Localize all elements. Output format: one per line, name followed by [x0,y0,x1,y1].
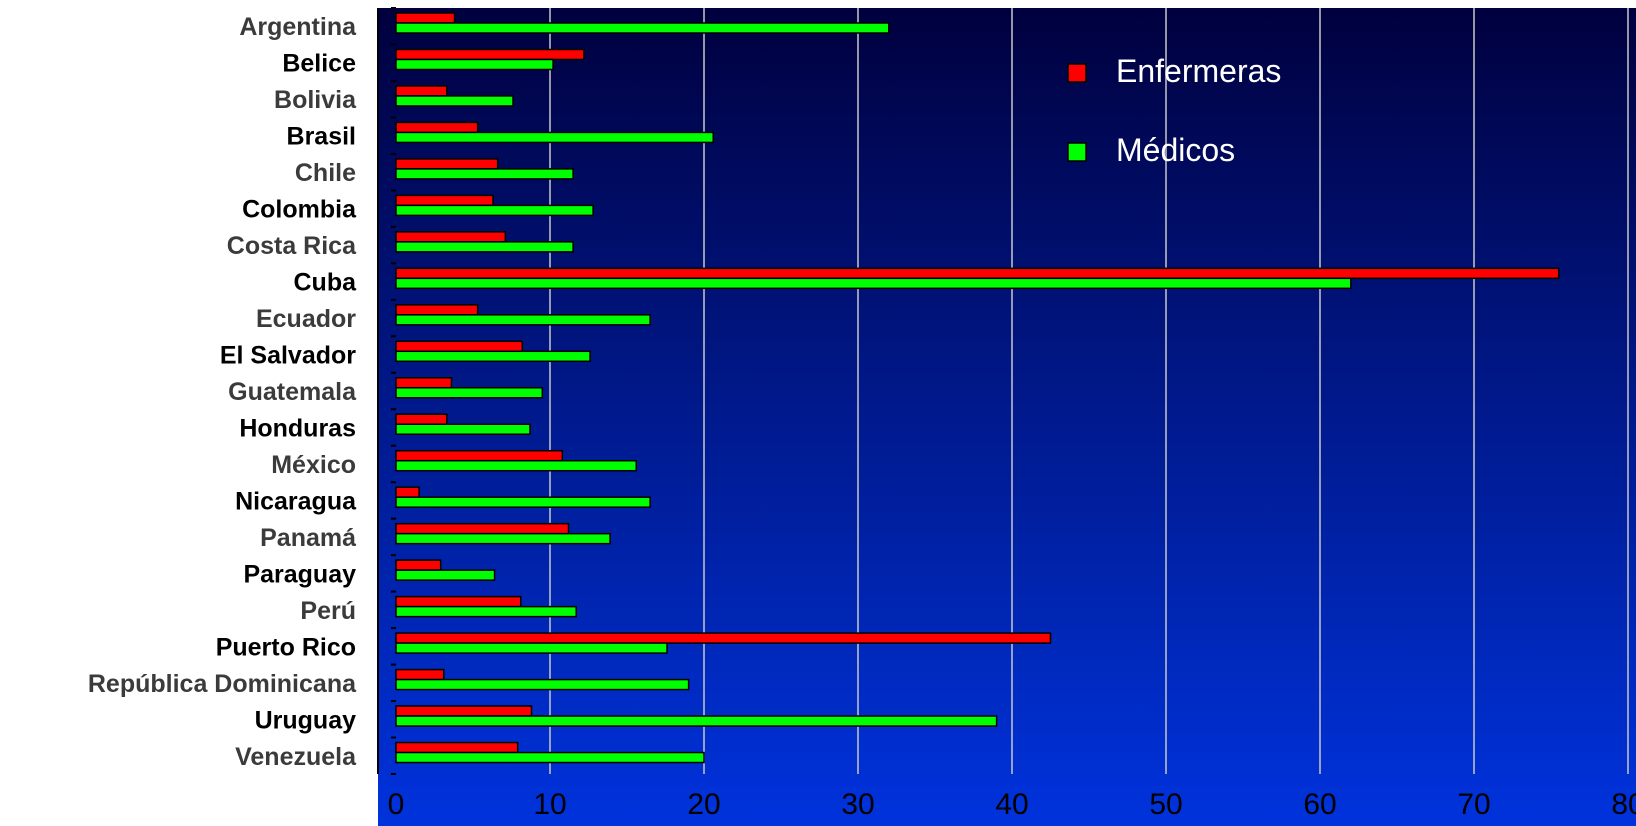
bar-enfermeras [395,522,570,535]
category-label: Costa Rica [227,232,357,260]
x-tick-label: 50 [1149,788,1182,821]
category-label: Panamá [260,524,356,552]
category-labels: Argentina Belice Bolivia Brasil Chile Colombi… [88,13,357,771]
bar-medicos [395,314,651,326]
bar-medicos [395,751,705,764]
bar-enfermeras [395,231,507,243]
x-tick-label: 80 [1611,788,1636,821]
bar-medicos [395,678,690,691]
bar-medicos [395,423,531,435]
bar-enfermeras [395,194,494,207]
category-label: República Dominicana [88,670,357,698]
bar-medicos [395,459,637,472]
category-label: Chile [295,159,356,187]
category-label: Belice [282,50,356,78]
bar-enfermeras [395,377,453,389]
category-label: Puerto Rico [216,633,356,661]
bar-medicos [395,715,998,727]
category-label: Brasil [287,123,356,151]
bar-enfermeras [395,741,519,754]
x-tick-label: 20 [687,788,720,821]
bar-medicos [395,605,577,618]
category-label: Paraguay [243,560,356,588]
x-tick-label: 30 [841,788,874,821]
bar-medicos [395,204,594,217]
x-tick-label: 0 [388,788,405,821]
legend-swatch-enfermeras [1067,63,1087,83]
x-tick-labels: 0 10 20 30 40 50 60 70 80 [388,788,1636,821]
bar-medicos [395,387,544,399]
bar-medicos [395,241,574,253]
category-label: Argentina [239,13,357,41]
category-label: Perú [300,597,356,625]
y-axis-ticks [391,7,396,775]
x-tick-label: 40 [995,788,1028,821]
category-label: Bolivia [274,86,357,114]
bar-medicos [395,569,496,581]
bars [395,12,1560,764]
legend-label-medicos: Médicos [1116,132,1235,168]
category-label: México [271,451,356,479]
category-label: Uruguay [255,706,357,734]
bar-enfermeras [395,12,456,24]
category-label: Colombia [242,196,357,224]
category-label: Venezuela [235,743,357,771]
bar-medicos [395,496,651,508]
category-label: El Salvador [220,342,356,370]
bar-enfermeras [395,668,445,681]
bar-enfermeras [395,121,479,134]
bar-enfermeras [395,559,442,571]
plot-background [378,8,1636,826]
x-tick-label: 70 [1457,788,1490,821]
bar-enfermeras [395,449,564,462]
bar-medicos [395,22,890,34]
bar-enfermeras [395,304,479,316]
category-label: Ecuador [256,305,356,333]
bar-enfermeras [395,158,499,170]
bar-enfermeras [395,486,420,498]
bar-enfermeras [395,340,524,353]
category-label: Guatemala [228,378,357,406]
bar-enfermeras [395,85,448,97]
bar-enfermeras [395,413,448,425]
category-label: Nicaragua [235,487,357,515]
bar-enfermeras [395,705,533,717]
bar-enfermeras [395,632,1052,644]
legend-swatch-medicos [1067,142,1087,162]
bar-medicos [395,58,554,71]
bar-medicos [395,131,714,144]
x-tick-label: 10 [533,788,566,821]
legend-label-enfermeras: Enfermeras [1116,53,1281,89]
bar-medicos [395,350,591,363]
category-label: Cuba [294,269,358,297]
bar-enfermeras [395,48,585,61]
bar-enfermeras [395,595,522,608]
x-tick-label: 60 [1303,788,1336,821]
bar-medicos [395,642,668,654]
bar-medicos [395,532,611,545]
bar-medicos [395,277,1352,290]
bar-medicos [395,95,514,107]
category-label: Honduras [239,414,356,442]
legend: Enfermeras Médicos [1067,53,1281,168]
bar-medicos [395,168,574,180]
bar-enfermeras [395,267,1560,280]
